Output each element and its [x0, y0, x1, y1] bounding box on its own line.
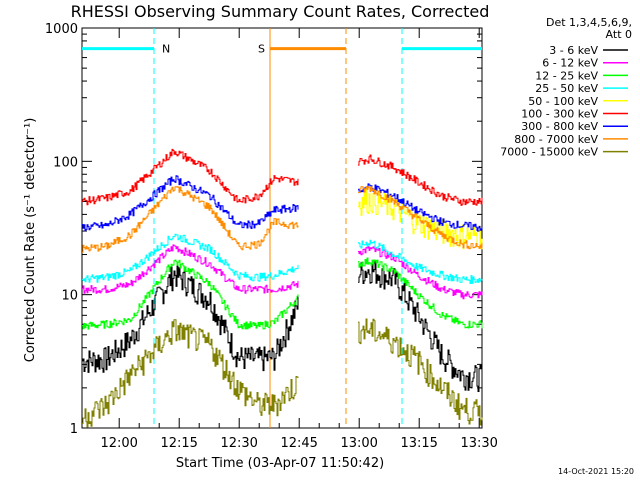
series-line: [358, 239, 483, 284]
legend-header-2: Att 0: [606, 28, 632, 41]
series-line: [358, 154, 483, 206]
legend-entry: 6 - 12 keV: [542, 57, 598, 70]
timestamp: 14-Oct-2021 15:20: [558, 467, 634, 476]
series-line: [358, 186, 483, 250]
y-axis-label: Corrected Count Rate (s⁻¹ detector⁻¹): [23, 118, 38, 363]
series-line: [82, 319, 299, 428]
series-line: [82, 244, 299, 294]
series-line: [82, 259, 299, 330]
x-tick-label: 12:00: [100, 436, 137, 451]
series-line: [358, 257, 483, 329]
x-tick-label: 13:30: [460, 436, 497, 451]
y-tick-label: 1000: [45, 22, 78, 37]
legend-entry: 3 - 6 keV: [549, 44, 598, 57]
legend-entry: 100 - 300 keV: [521, 108, 598, 121]
y-tick-label: 100: [53, 155, 78, 170]
series-line: [358, 188, 483, 250]
annotation-label: N: [162, 43, 170, 56]
legend-header-1: Det 1,3,4,5,6,9,: [546, 16, 632, 29]
series-line: [82, 233, 299, 283]
chart-title: RHESSI Observing Summary Count Rates, Co…: [71, 2, 490, 21]
series-line: [358, 261, 483, 392]
legend-entry: 300 - 800 keV: [521, 120, 598, 133]
x-tick-label: 13:15: [400, 436, 437, 451]
legend-entry: 800 - 7000 keV: [514, 133, 598, 146]
series-line: [358, 246, 483, 300]
legend-entry: 7000 - 15000 keV: [500, 146, 598, 159]
x-axis-label: Start Time (03-Apr-07 11:50:42): [176, 456, 384, 471]
series-line: [358, 183, 483, 231]
legend-entry: 25 - 50 keV: [535, 82, 598, 95]
plot-layer: 1 10 100 1000 12:00 12:15 12:30 12:45 13:00 13:15…: [45, 22, 628, 451]
series-line: [82, 186, 299, 253]
series-line: [82, 148, 299, 206]
y-tick-label: 1: [70, 422, 78, 437]
y-tick-label: 10: [61, 289, 78, 304]
legend-entry: 12 - 25 keV: [535, 69, 598, 82]
series-line: [82, 175, 299, 232]
x-tick-label: 12:30: [220, 436, 257, 451]
legend-entry: 50 - 100 keV: [528, 95, 598, 108]
x-tick-label: 12:15: [160, 436, 197, 451]
series-line: [82, 263, 299, 373]
x-tick-label: 12:45: [280, 436, 317, 451]
annotation-label: S: [258, 43, 265, 56]
series-line: [358, 318, 483, 426]
x-tick-label: 13:00: [340, 436, 377, 451]
